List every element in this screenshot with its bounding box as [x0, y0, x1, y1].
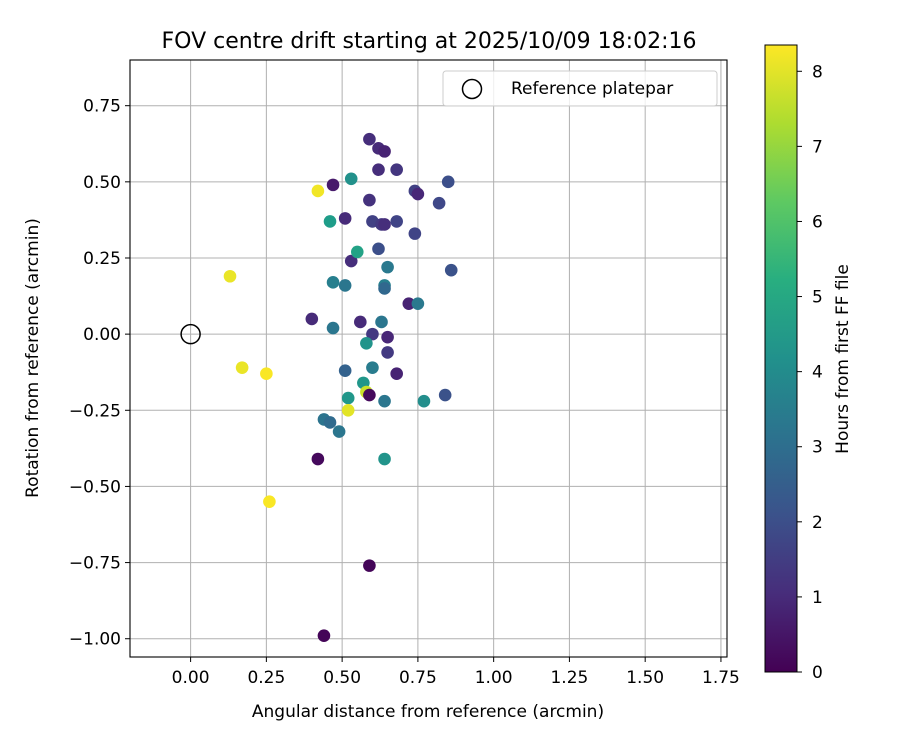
scatter-point	[341, 391, 355, 405]
y-tick-label: −0.75	[69, 554, 121, 574]
scatter-point	[311, 184, 325, 198]
scatter-point	[441, 175, 455, 189]
scatter-point	[326, 321, 340, 335]
scatter-point	[338, 279, 352, 292]
y-axis-label: Rotation from reference (arcmin)	[23, 218, 43, 498]
colorbar-gradient	[765, 45, 797, 672]
scatter-point	[378, 452, 391, 466]
colorbar-tick-label: 1	[812, 588, 823, 608]
scatter-point	[378, 145, 391, 158]
x-tick-label: 0.25	[247, 668, 285, 688]
data-points	[223, 132, 458, 642]
colorbar-tick-label: 4	[812, 363, 823, 383]
plot-frame	[129, 59, 728, 658]
x-tick-label: 1.50	[626, 668, 664, 688]
scatter-point	[311, 452, 325, 466]
x-tick-label: 1.25	[550, 668, 588, 688]
scatter-point	[381, 260, 394, 274]
y-tick-label: −1.00	[69, 630, 121, 650]
colorbar-tick-label: 0	[812, 663, 823, 683]
scatter-point	[372, 163, 385, 176]
scatter-point	[381, 346, 394, 359]
scatter-point	[408, 227, 422, 240]
colorbar-tick-label: 3	[812, 438, 823, 458]
x-tick-label: 0.00	[172, 668, 210, 688]
chart-title: FOV centre drift starting at 2025/10/09 …	[162, 29, 697, 54]
x-axis-label: Angular distance from reference (arcmin)	[252, 702, 604, 722]
scatter-point	[378, 394, 391, 408]
y-tick-label: 0.50	[83, 173, 121, 193]
scatter-point	[363, 132, 376, 146]
colorbar-label: Hours from first FF file	[833, 264, 853, 454]
scatter-point	[341, 403, 355, 417]
scatter-point	[323, 416, 337, 429]
scatter-point	[223, 269, 237, 283]
scatter-point	[402, 297, 416, 310]
scatter-point	[378, 282, 391, 295]
x-tick-label: 1.00	[475, 668, 513, 688]
scatter-point	[390, 215, 403, 228]
scatter-point	[344, 254, 358, 268]
scatter-point	[432, 196, 446, 210]
scatter-point	[344, 172, 358, 186]
scatter-point	[326, 276, 340, 289]
scatter-point	[338, 212, 352, 225]
scatter-point	[372, 242, 385, 256]
scatter-point	[354, 315, 367, 329]
colorbar-frame	[764, 44, 798, 673]
y-tick-label: 0.75	[83, 97, 121, 117]
colorbar-tick-label: 8	[812, 62, 823, 82]
scatter-point	[366, 327, 379, 341]
scatter-point	[378, 218, 391, 231]
scatter-point	[411, 297, 425, 310]
scatter-point	[363, 559, 376, 572]
legend-box	[442, 70, 718, 107]
scatter-point	[360, 336, 373, 350]
scatter-point	[350, 245, 364, 259]
colorbar: 0 1 2 3 4 5 6 7 8 Hours from first FF file	[764, 44, 853, 683]
scatter-point	[438, 388, 452, 402]
scatter-point	[326, 178, 340, 192]
x-axis-ticks: 0.00 0.25 0.50 0.75 1.00 1.25 1.50 1.75	[172, 657, 740, 688]
grid-lines	[130, 60, 727, 657]
scatter-point	[363, 193, 376, 207]
colorbar-tick-label: 5	[812, 288, 823, 308]
scatter-point	[305, 312, 319, 326]
scatter-point	[338, 364, 352, 377]
legend-label: Reference platepar	[511, 79, 673, 99]
colorbar-tick-label: 7	[812, 137, 823, 157]
colorbar-tick-label: 2	[812, 513, 823, 533]
y-tick-label: −0.50	[69, 477, 121, 497]
y-tick-label: 0.00	[83, 325, 121, 345]
scatter-point	[390, 367, 403, 381]
scatter-point	[235, 361, 249, 374]
scatter-point	[263, 495, 276, 508]
scatter-point	[375, 315, 388, 329]
colorbar-tick-label: 6	[812, 212, 823, 232]
x-tick-label: 0.75	[399, 668, 437, 688]
scatter-point	[411, 187, 425, 201]
scatter-point	[390, 163, 403, 176]
scatter-point	[332, 425, 346, 438]
y-axis-ticks: −1.00 −0.75 −0.50 −0.25 0.00 0.25 0.50 0.75	[69, 97, 130, 650]
scatter-point	[381, 330, 394, 344]
colorbar-ticks: 0 1 2 3 4 5 6 7 8	[797, 62, 823, 683]
scatter-point	[366, 361, 379, 374]
y-tick-label: 0.25	[83, 249, 121, 269]
y-tick-label: −0.25	[69, 401, 121, 421]
reference-platepar-marker	[180, 323, 201, 345]
scatter-point	[317, 629, 331, 642]
x-tick-label: 1.75	[702, 668, 740, 688]
reference-layer	[180, 323, 201, 345]
scatter-point	[444, 263, 458, 277]
x-tick-label: 0.50	[323, 668, 361, 688]
legend-reference-marker	[461, 78, 483, 100]
scatter-point	[323, 215, 337, 228]
scatter-point	[363, 388, 376, 402]
scatter-point	[260, 367, 273, 381]
scatter-point	[417, 394, 431, 408]
legend: Reference platepar	[442, 70, 718, 107]
